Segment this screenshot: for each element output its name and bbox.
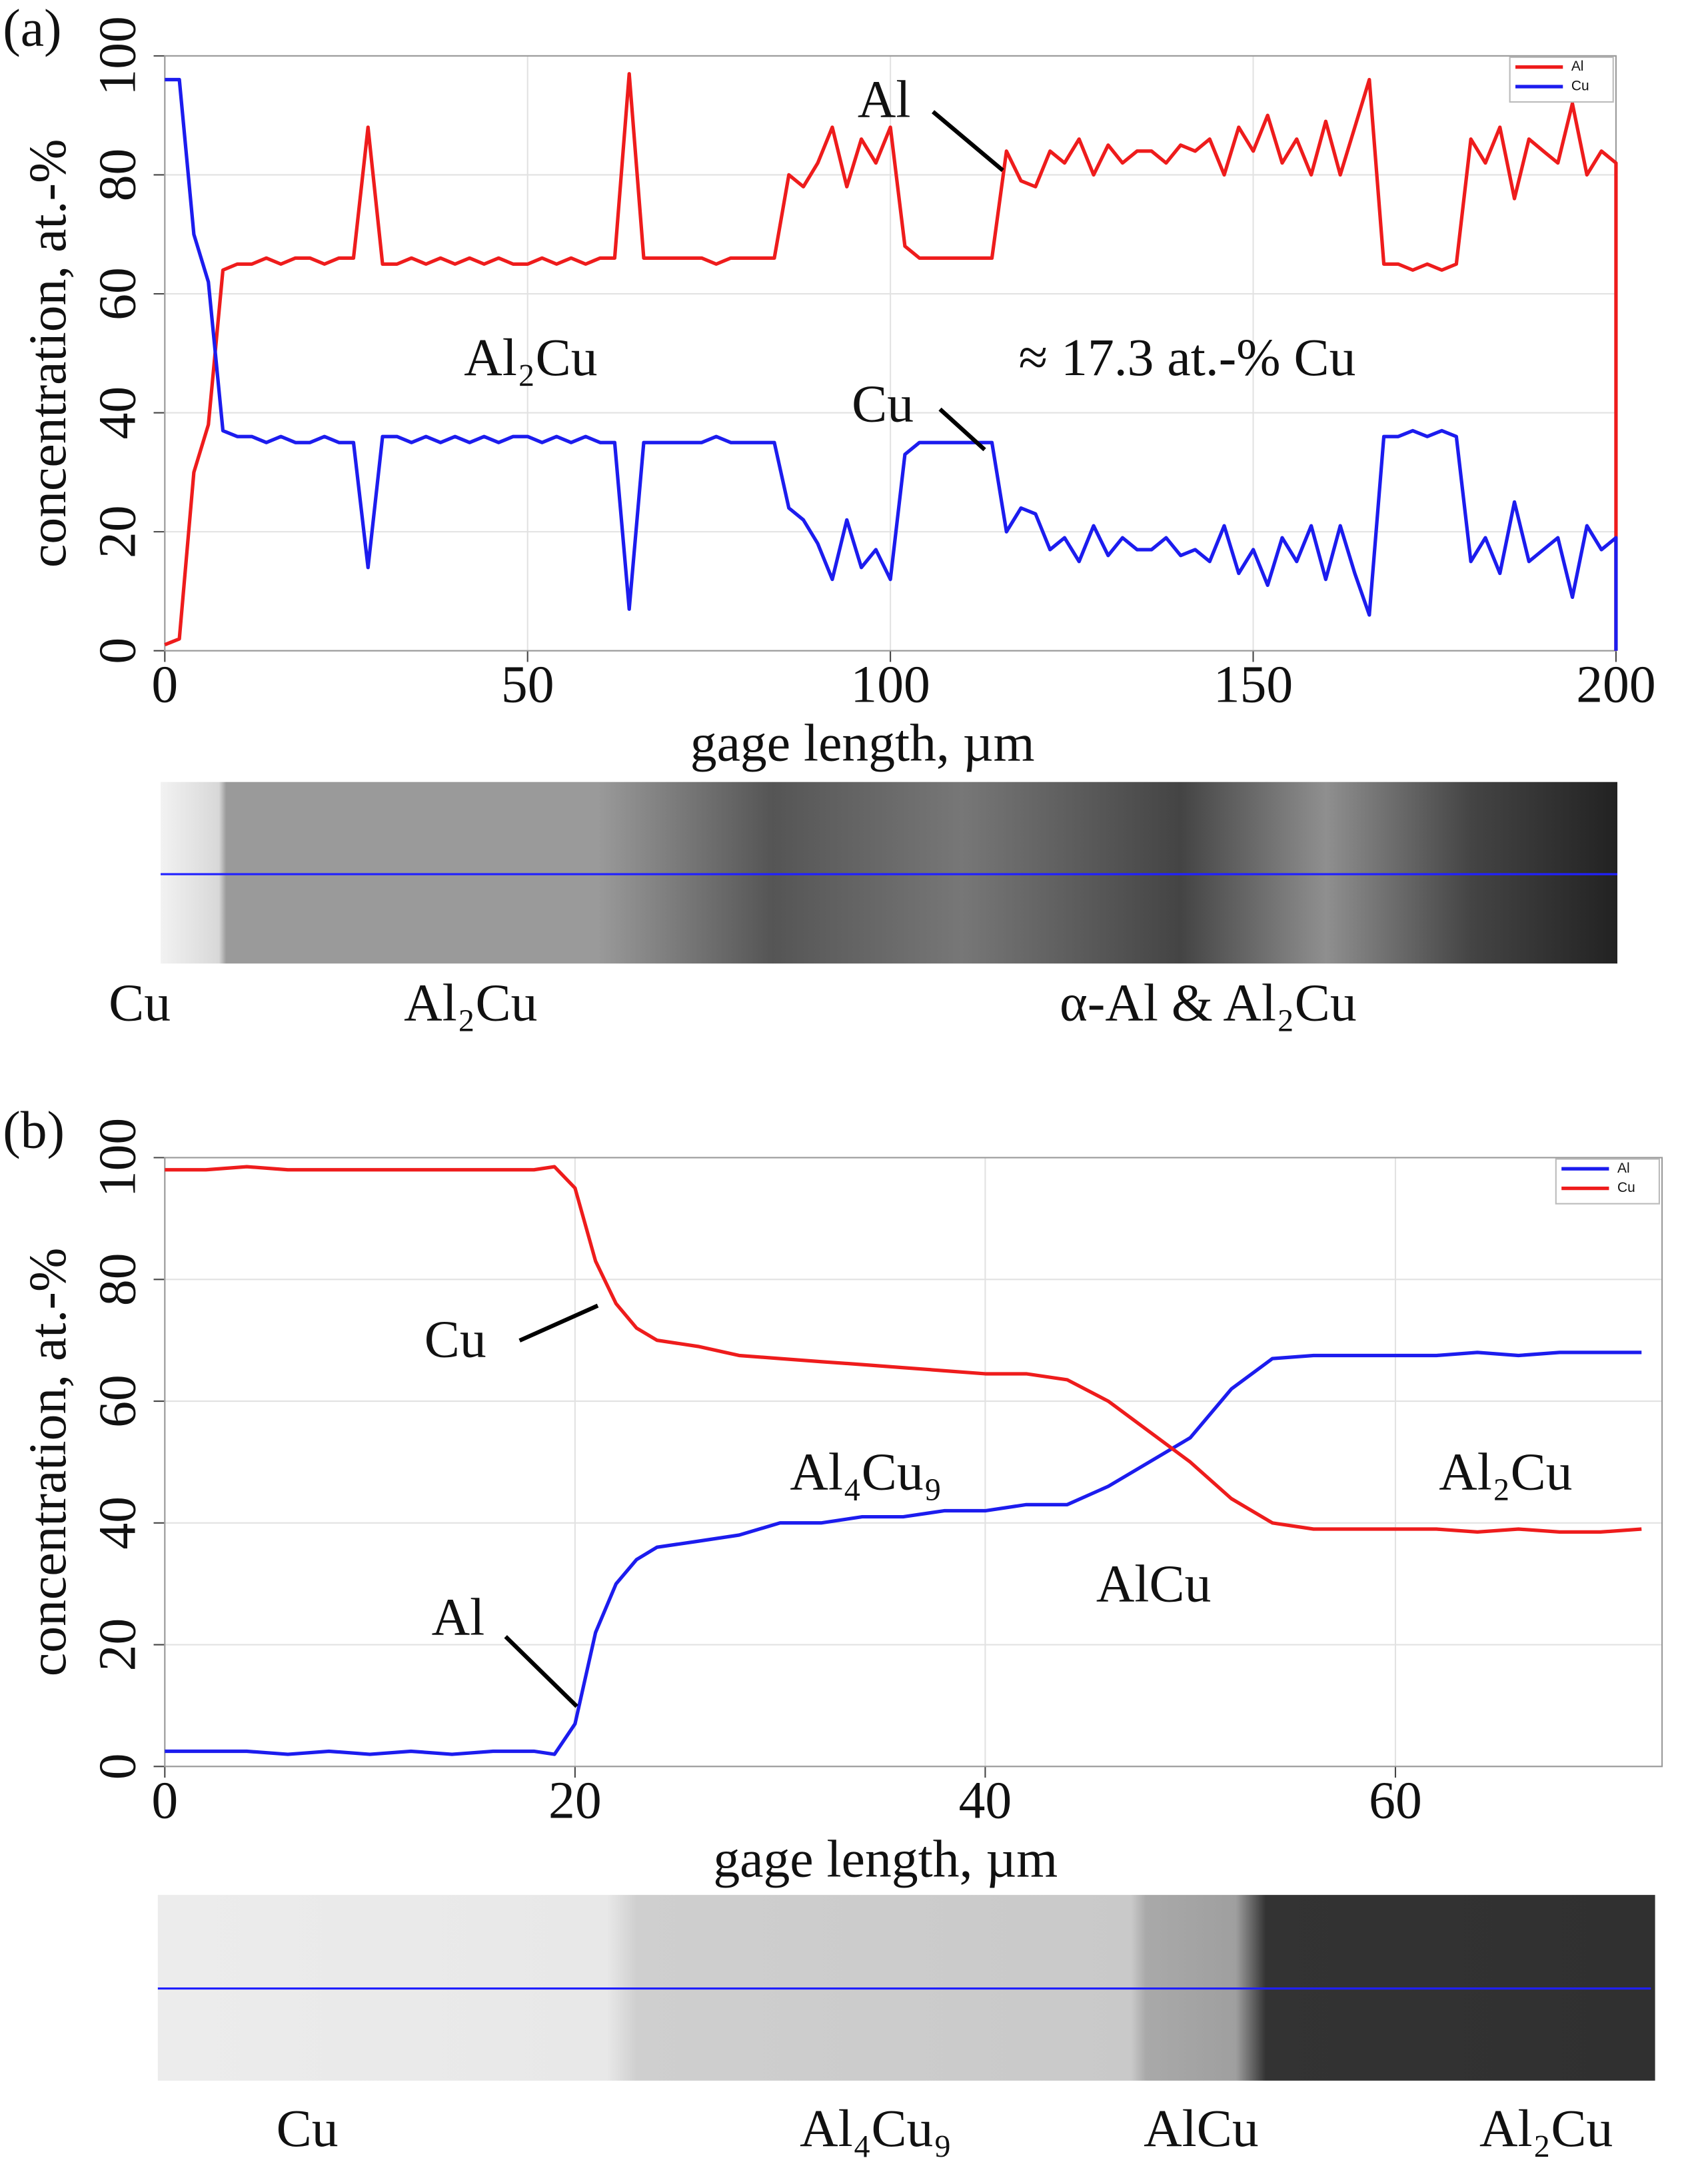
y-tick-label: 0	[89, 638, 147, 664]
y-tick-label: 80	[89, 149, 147, 202]
annotation: Al	[858, 71, 911, 129]
x-tick-label: 150	[1214, 656, 1293, 714]
legend-box	[1509, 56, 1614, 103]
series-line	[164, 72, 1618, 651]
panel-label: (a)	[3, 0, 61, 58]
annotation: Al₄Cu₉	[790, 1443, 942, 1502]
phase-label: α-Al & Al₂Cu	[1060, 974, 1357, 1033]
annotation: Al	[432, 1588, 485, 1647]
y-axis-label: concentration, at.-%	[19, 139, 77, 568]
x-tick-label: 20	[548, 1771, 602, 1830]
annotation: Cu	[424, 1311, 486, 1369]
y-tick-label: 40	[89, 386, 147, 440]
x-tick-label: 60	[1369, 1771, 1422, 1830]
y-tick-label: 80	[89, 1253, 147, 1306]
y-tick-label: 20	[89, 1618, 147, 1672]
y-tick-label: 0	[89, 1753, 147, 1780]
y-tick-label: 100	[89, 1118, 147, 1197]
phase-label: AlCu	[1144, 2099, 1259, 2158]
annotation: Al₂Cu	[464, 328, 597, 387]
series-line	[165, 1351, 1642, 1756]
annotation: ≈ 17.3 at.-% Cu	[1019, 328, 1356, 387]
legend-label: Cu	[1617, 1180, 1635, 1195]
y-tick-label: 40	[89, 1496, 147, 1550]
series-line	[165, 1165, 1642, 1534]
y-tick-label: 60	[89, 267, 147, 320]
phase-label: Al₂Cu	[404, 974, 537, 1033]
x-tick-label: 0	[151, 656, 178, 714]
y-tick-label: 20	[89, 505, 147, 558]
sem-image	[161, 782, 1618, 964]
leader-line	[938, 407, 986, 452]
leader-line	[518, 1303, 599, 1343]
x-axis-label: gage length, µm	[713, 1830, 1058, 1888]
annotation: AlCu	[1096, 1554, 1212, 1613]
phase-label: Al₂Cu	[1479, 2099, 1613, 2158]
plot-frame	[164, 1157, 1663, 1768]
y-axis-label: concentration, at.-%	[19, 1248, 77, 1676]
x-tick-label: 50	[501, 656, 554, 714]
legend-label: Al	[1571, 59, 1584, 74]
phase-label: Cu	[109, 974, 171, 1033]
x-tick-label: 0	[151, 1771, 178, 1830]
legend-label: Al	[1617, 1161, 1630, 1176]
x-tick-label: 200	[1576, 656, 1655, 714]
x-tick-label: 100	[850, 656, 930, 714]
legend-box	[1555, 1158, 1660, 1205]
leader-line	[932, 110, 1004, 173]
y-tick-label: 100	[89, 16, 147, 95]
x-tick-label: 40	[959, 1771, 1012, 1830]
annotation: Al₂Cu	[1439, 1443, 1572, 1502]
panel-label: (b)	[3, 1101, 65, 1159]
phase-label: Cu	[277, 2099, 339, 2158]
leader-line	[504, 1635, 578, 1708]
y-tick-label: 60	[89, 1374, 147, 1428]
legend-label: Cu	[1571, 79, 1589, 94]
phase-label: Al₄Cu₉	[800, 2099, 952, 2158]
series-line	[165, 77, 1618, 651]
annotation: Cu	[852, 374, 914, 433]
x-axis-label: gage length, µm	[690, 714, 1035, 773]
